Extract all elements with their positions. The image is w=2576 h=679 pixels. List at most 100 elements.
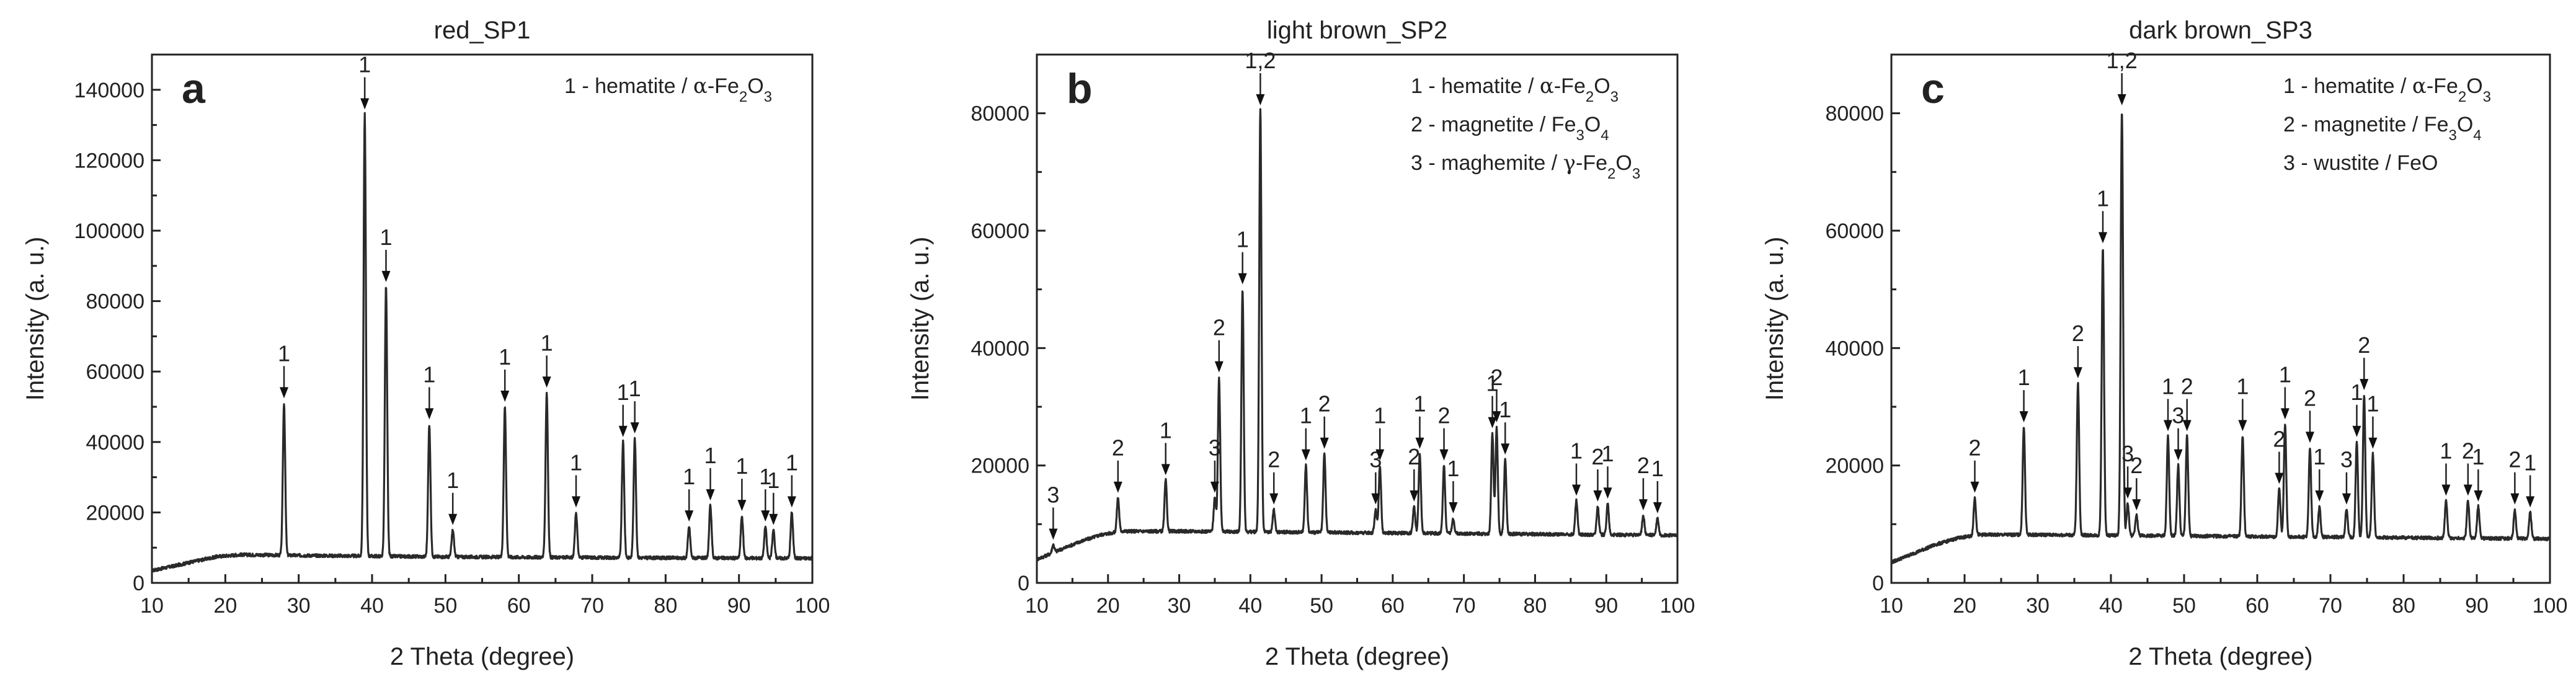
peak-marker: 1 bbox=[499, 344, 511, 402]
peak-marker: 1 bbox=[735, 453, 748, 512]
y-tick-label: 60000 bbox=[1825, 220, 1884, 243]
peak-label: 1 bbox=[617, 379, 629, 405]
legend-entry: 1 - hematite / α-Fe2O3 bbox=[2283, 74, 2491, 105]
legend-entry: 1 - hematite / α-Fe2O3 bbox=[564, 74, 772, 105]
peak-label: 1 bbox=[1486, 371, 1499, 396]
peak-arrow-head bbox=[2238, 420, 2247, 432]
peak-marker: 2 bbox=[1112, 435, 1124, 493]
peak-marker: 2 bbox=[1969, 435, 1981, 493]
x-tick-label: 60 bbox=[1381, 594, 1405, 618]
peak-arrow-head bbox=[2132, 499, 2141, 511]
peak-marker: 1 bbox=[446, 468, 459, 525]
peak-arrow-head bbox=[2164, 420, 2173, 432]
peak-marker: 1 bbox=[1486, 371, 1499, 428]
peak-label: 2 bbox=[1268, 447, 1280, 473]
panel-title: dark brown_SP3 bbox=[2129, 17, 2312, 44]
peak-arrow-head bbox=[1375, 449, 1385, 461]
legend-formula-part: Fe bbox=[2424, 113, 2449, 136]
plot-frame bbox=[151, 53, 814, 584]
peak-arrow-head bbox=[1572, 484, 1581, 496]
peak-arrow-head bbox=[360, 98, 370, 110]
x-tick-label: 80 bbox=[2392, 594, 2415, 618]
peak-label: 1 bbox=[541, 330, 553, 355]
legend-text: - hematite / bbox=[1423, 74, 1540, 98]
x-tick-label: 30 bbox=[1168, 594, 1191, 618]
peak-label: 1 bbox=[358, 52, 371, 78]
peak-arrow-head bbox=[2123, 487, 2133, 499]
peak-marker: 1,2 bbox=[2107, 48, 2138, 105]
y-tick-label: 40000 bbox=[1825, 337, 1884, 360]
x-tick-label: 30 bbox=[2026, 594, 2050, 618]
peak-marker: 3 bbox=[2172, 403, 2185, 461]
peak-arrow-head bbox=[1488, 417, 1497, 428]
peak-marker: 2 bbox=[1318, 391, 1331, 449]
y-tick-label: 120000 bbox=[74, 149, 144, 172]
x-axis-label: 2 Theta (degree) bbox=[2128, 643, 2312, 670]
legend-formula-part: O bbox=[747, 74, 763, 98]
peak-marker: 1 bbox=[1413, 391, 1426, 449]
peak-marker: 1 bbox=[2313, 444, 2325, 502]
peak-marker: 1 bbox=[2097, 185, 2109, 244]
peak-marker: 2 bbox=[2508, 447, 2521, 505]
peak-arrow-head bbox=[1603, 487, 1612, 499]
peak-label: 2 bbox=[2072, 321, 2084, 346]
x-tick-label: 20 bbox=[1096, 594, 1120, 618]
peak-label: 1 bbox=[2313, 444, 2325, 469]
peak-arrow-head bbox=[1214, 361, 1224, 373]
peak-label: 1 bbox=[2524, 450, 2536, 475]
x-tick-label: 50 bbox=[2172, 594, 2196, 618]
peak-arrow-head bbox=[2474, 490, 2483, 502]
x-tick-label: 20 bbox=[213, 594, 237, 618]
peak-arrow-head bbox=[2342, 493, 2351, 505]
peak-arrow-head bbox=[2352, 425, 2361, 437]
peak-marker: 1 bbox=[629, 376, 641, 434]
y-axis-label: Intensity (a. u.) bbox=[1761, 237, 1788, 401]
legend-formula-part: 4 bbox=[2473, 127, 2481, 144]
peak-marker: 1 bbox=[2350, 379, 2363, 437]
xrd-trace bbox=[1890, 113, 2551, 564]
legend-formula-part: O bbox=[1594, 74, 1610, 98]
panel-letter: a bbox=[182, 65, 206, 112]
peak-marker: 1 bbox=[2236, 373, 2249, 432]
peak-label: 1 bbox=[423, 362, 435, 387]
peak-label: 1 bbox=[2440, 438, 2452, 463]
peak-arrow-head bbox=[1415, 437, 1424, 449]
peak-label: 2 bbox=[1591, 444, 1604, 469]
peak-label: 1 bbox=[1237, 227, 1249, 252]
peak-marker: 1 bbox=[1602, 441, 1614, 499]
legend-formula-part: 3 bbox=[2448, 127, 2456, 144]
peak-arrow-head bbox=[1439, 449, 1449, 461]
legend-number: 3 bbox=[2283, 151, 2295, 175]
peak-marker: 1 bbox=[1160, 417, 1172, 476]
peak-arrow-head bbox=[2117, 94, 2126, 105]
peak-marker: 1,2 bbox=[1245, 48, 1276, 105]
legend-entry: 3 - maghemite / γ-Fe2O3 bbox=[1411, 151, 1640, 182]
peak-label: 3 bbox=[2172, 403, 2185, 428]
y-tick-label: 40000 bbox=[86, 431, 144, 455]
peak-arrow-head bbox=[1371, 493, 1380, 505]
peak-marker: 1 bbox=[2366, 391, 2379, 449]
peak-arrow-head bbox=[571, 496, 580, 508]
peak-marker: 1 bbox=[380, 224, 392, 282]
y-tick-label: 20000 bbox=[970, 455, 1029, 478]
legend-formula-part: Fe bbox=[1552, 113, 1576, 136]
x-tick-label: 90 bbox=[1594, 594, 1618, 618]
x-tick-label: 60 bbox=[507, 594, 531, 618]
peak-marker: 1 bbox=[2279, 362, 2291, 420]
peak-arrow-head bbox=[1492, 411, 1501, 423]
xrd-trace bbox=[1036, 108, 1679, 562]
peak-arrow-head bbox=[1301, 449, 1310, 461]
peak-arrow-head bbox=[1970, 481, 1979, 493]
legend-greek: α bbox=[693, 74, 708, 99]
peak-marker: 1 bbox=[1300, 403, 1312, 461]
legend-entry: 2 - magnetite / Fe3O4 bbox=[2283, 113, 2482, 144]
legend-entry: 2 - magnetite / Fe3O4 bbox=[1411, 113, 1609, 144]
peak-arrow-head bbox=[769, 513, 778, 525]
legend-formula-part: O bbox=[1615, 151, 1632, 175]
y-tick-label: 60000 bbox=[970, 220, 1029, 243]
panel-title: light brown_SP2 bbox=[1267, 17, 1447, 44]
y-tick-label: 40000 bbox=[970, 337, 1029, 360]
peak-arrow-head bbox=[448, 513, 458, 525]
legend-text: - hematite / bbox=[2295, 74, 2412, 98]
x-tick-label: 80 bbox=[654, 594, 677, 618]
